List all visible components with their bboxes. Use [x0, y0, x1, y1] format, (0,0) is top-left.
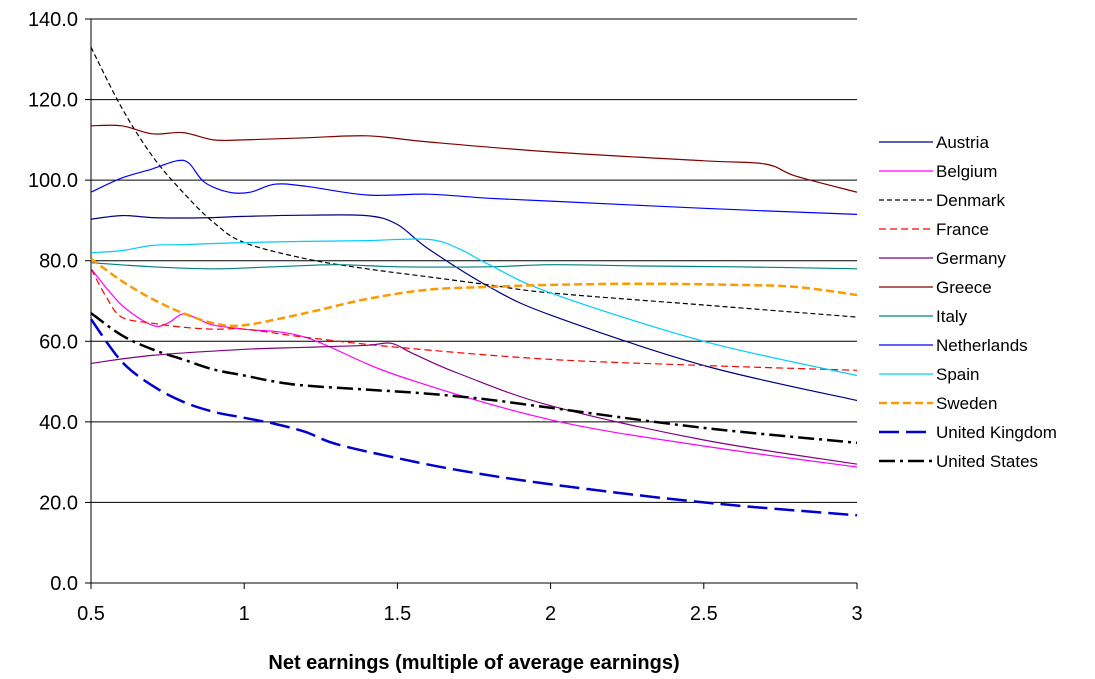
- y-tick-label: 80.0: [39, 251, 78, 273]
- legend-label-spain: Spain: [936, 365, 979, 384]
- y-tick-label: 120.0: [28, 90, 78, 112]
- legend-label-united-states: United States: [936, 452, 1038, 471]
- series-line-germany: [90, 342, 858, 465]
- series-line-italy: [90, 262, 858, 270]
- legend-label-denmark: Denmark: [936, 191, 1005, 210]
- legend-label-greece: Greece: [936, 278, 992, 297]
- legend-label-austria: Austria: [936, 133, 989, 152]
- y-tick-label: 100.0: [28, 170, 78, 192]
- series-line-united-states: [90, 312, 858, 445]
- legend-label-united-kingdom: United Kingdom: [936, 423, 1057, 442]
- legend-label-france: France: [936, 220, 989, 239]
- x-tick-label: 2.5: [690, 603, 718, 625]
- x-axis-title: Net earnings (multiple of average earnin…: [268, 652, 679, 674]
- x-tick-label: 1: [239, 603, 250, 625]
- y-tick-label: 0.0: [50, 573, 78, 595]
- series-line-france: [90, 268, 858, 371]
- x-tick-label: 3: [851, 603, 862, 625]
- y-tick-label: 140.0: [28, 9, 78, 31]
- x-tick-label: 0.5: [77, 603, 105, 625]
- y-axis-ticks: 0.0 20.0 40.0 60.0 80.0 100.0 120.0 140.0: [28, 9, 91, 595]
- legend-label-sweden: Sweden: [936, 394, 997, 413]
- legend-label-netherlands: Netherlands: [936, 336, 1028, 355]
- x-tick-label: 1.5: [383, 603, 411, 625]
- series-lines: [89, 46, 858, 517]
- series-line-netherlands: [90, 159, 858, 215]
- y-tick-label: 20.0: [39, 492, 78, 514]
- gridlines: [91, 18, 857, 503]
- series-line-greece: [90, 124, 858, 193]
- series-line-spain: [90, 238, 858, 377]
- legend-label-belgium: Belgium: [936, 162, 997, 181]
- y-tick-label: 40.0: [39, 412, 78, 434]
- series-line-austria: [90, 214, 858, 402]
- legend: Austria Belgium Denmark France Germany Greece…: [879, 133, 1057, 471]
- legend-label-germany: Germany: [936, 249, 1006, 268]
- legend-label-italy: Italy: [936, 307, 968, 326]
- y-tick-label: 60.0: [39, 331, 78, 353]
- x-axis-ticks: 0.5 1 1.5 2 2.5 3: [77, 583, 863, 625]
- series-line-sweden: [90, 257, 858, 328]
- axes: [90, 19, 857, 584]
- series-line-united-kingdom: [89, 318, 858, 517]
- series-line-denmark: [90, 46, 858, 318]
- x-tick-label: 2: [545, 603, 556, 625]
